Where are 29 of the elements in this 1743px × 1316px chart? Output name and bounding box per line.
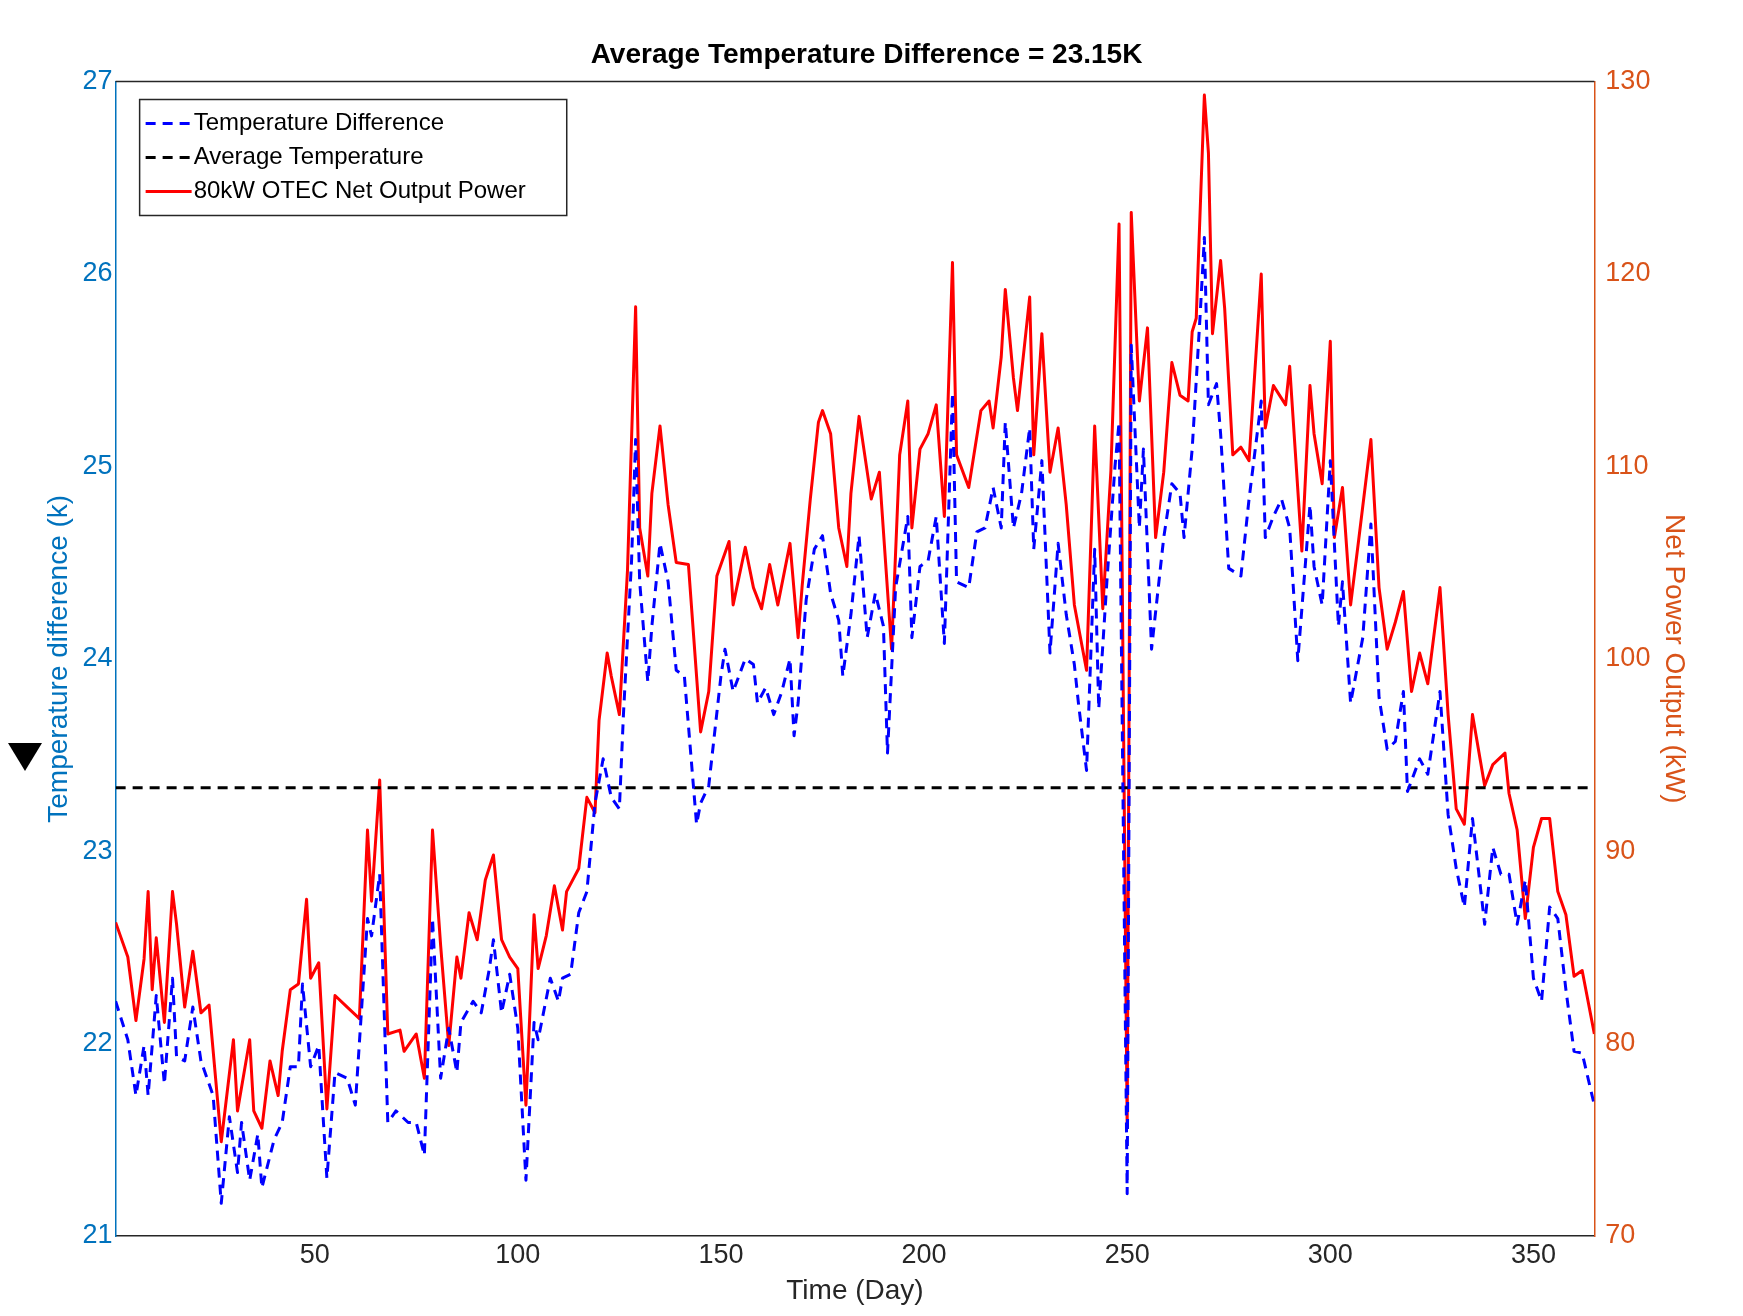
legend-label: Average Temperature [193,142,424,170]
y-tick-label: 27 [82,65,113,96]
y2-tick-label: 120 [1605,257,1651,288]
y2-tick-label: 130 [1605,65,1651,96]
x-tick-label: 50 [299,1238,330,1269]
y-axis-title: Temperature difference (k) [41,494,73,823]
line-series [115,235,1595,1205]
y-tick-label: 26 [82,257,113,288]
x-tick-label: 150 [698,1238,744,1269]
y-tick-label: 22 [82,1027,113,1058]
x-tick-label: 350 [1510,1238,1556,1269]
x-tick-label: 100 [495,1238,541,1269]
y-tick-label: 21 [82,1219,113,1250]
x-axis-title: Time (Day) [786,1273,924,1305]
y-tick-label: 23 [82,834,113,865]
x-tick-label: 300 [1307,1238,1353,1269]
y-tick-label: 25 [82,449,113,480]
y2-tick-label: 100 [1605,642,1651,673]
x-tick-label: 200 [901,1238,947,1269]
legend-label: 80kW OTEC Net Output Power [193,176,526,204]
y2-tick-label: 110 [1605,449,1649,480]
chart-title: Average Temperature Difference = 23.15K [590,37,1143,69]
x-tick-label: 250 [1104,1238,1150,1269]
y-tick-label: 24 [82,642,113,673]
y2-axis-title: Net Power Output (kW) [1660,514,1692,804]
y2-tick-label: 70 [1605,1219,1636,1250]
legend-label: Temperature Difference [193,108,444,136]
y2-tick-label: 90 [1605,834,1636,865]
y2-tick-label: 80 [1605,1027,1636,1058]
